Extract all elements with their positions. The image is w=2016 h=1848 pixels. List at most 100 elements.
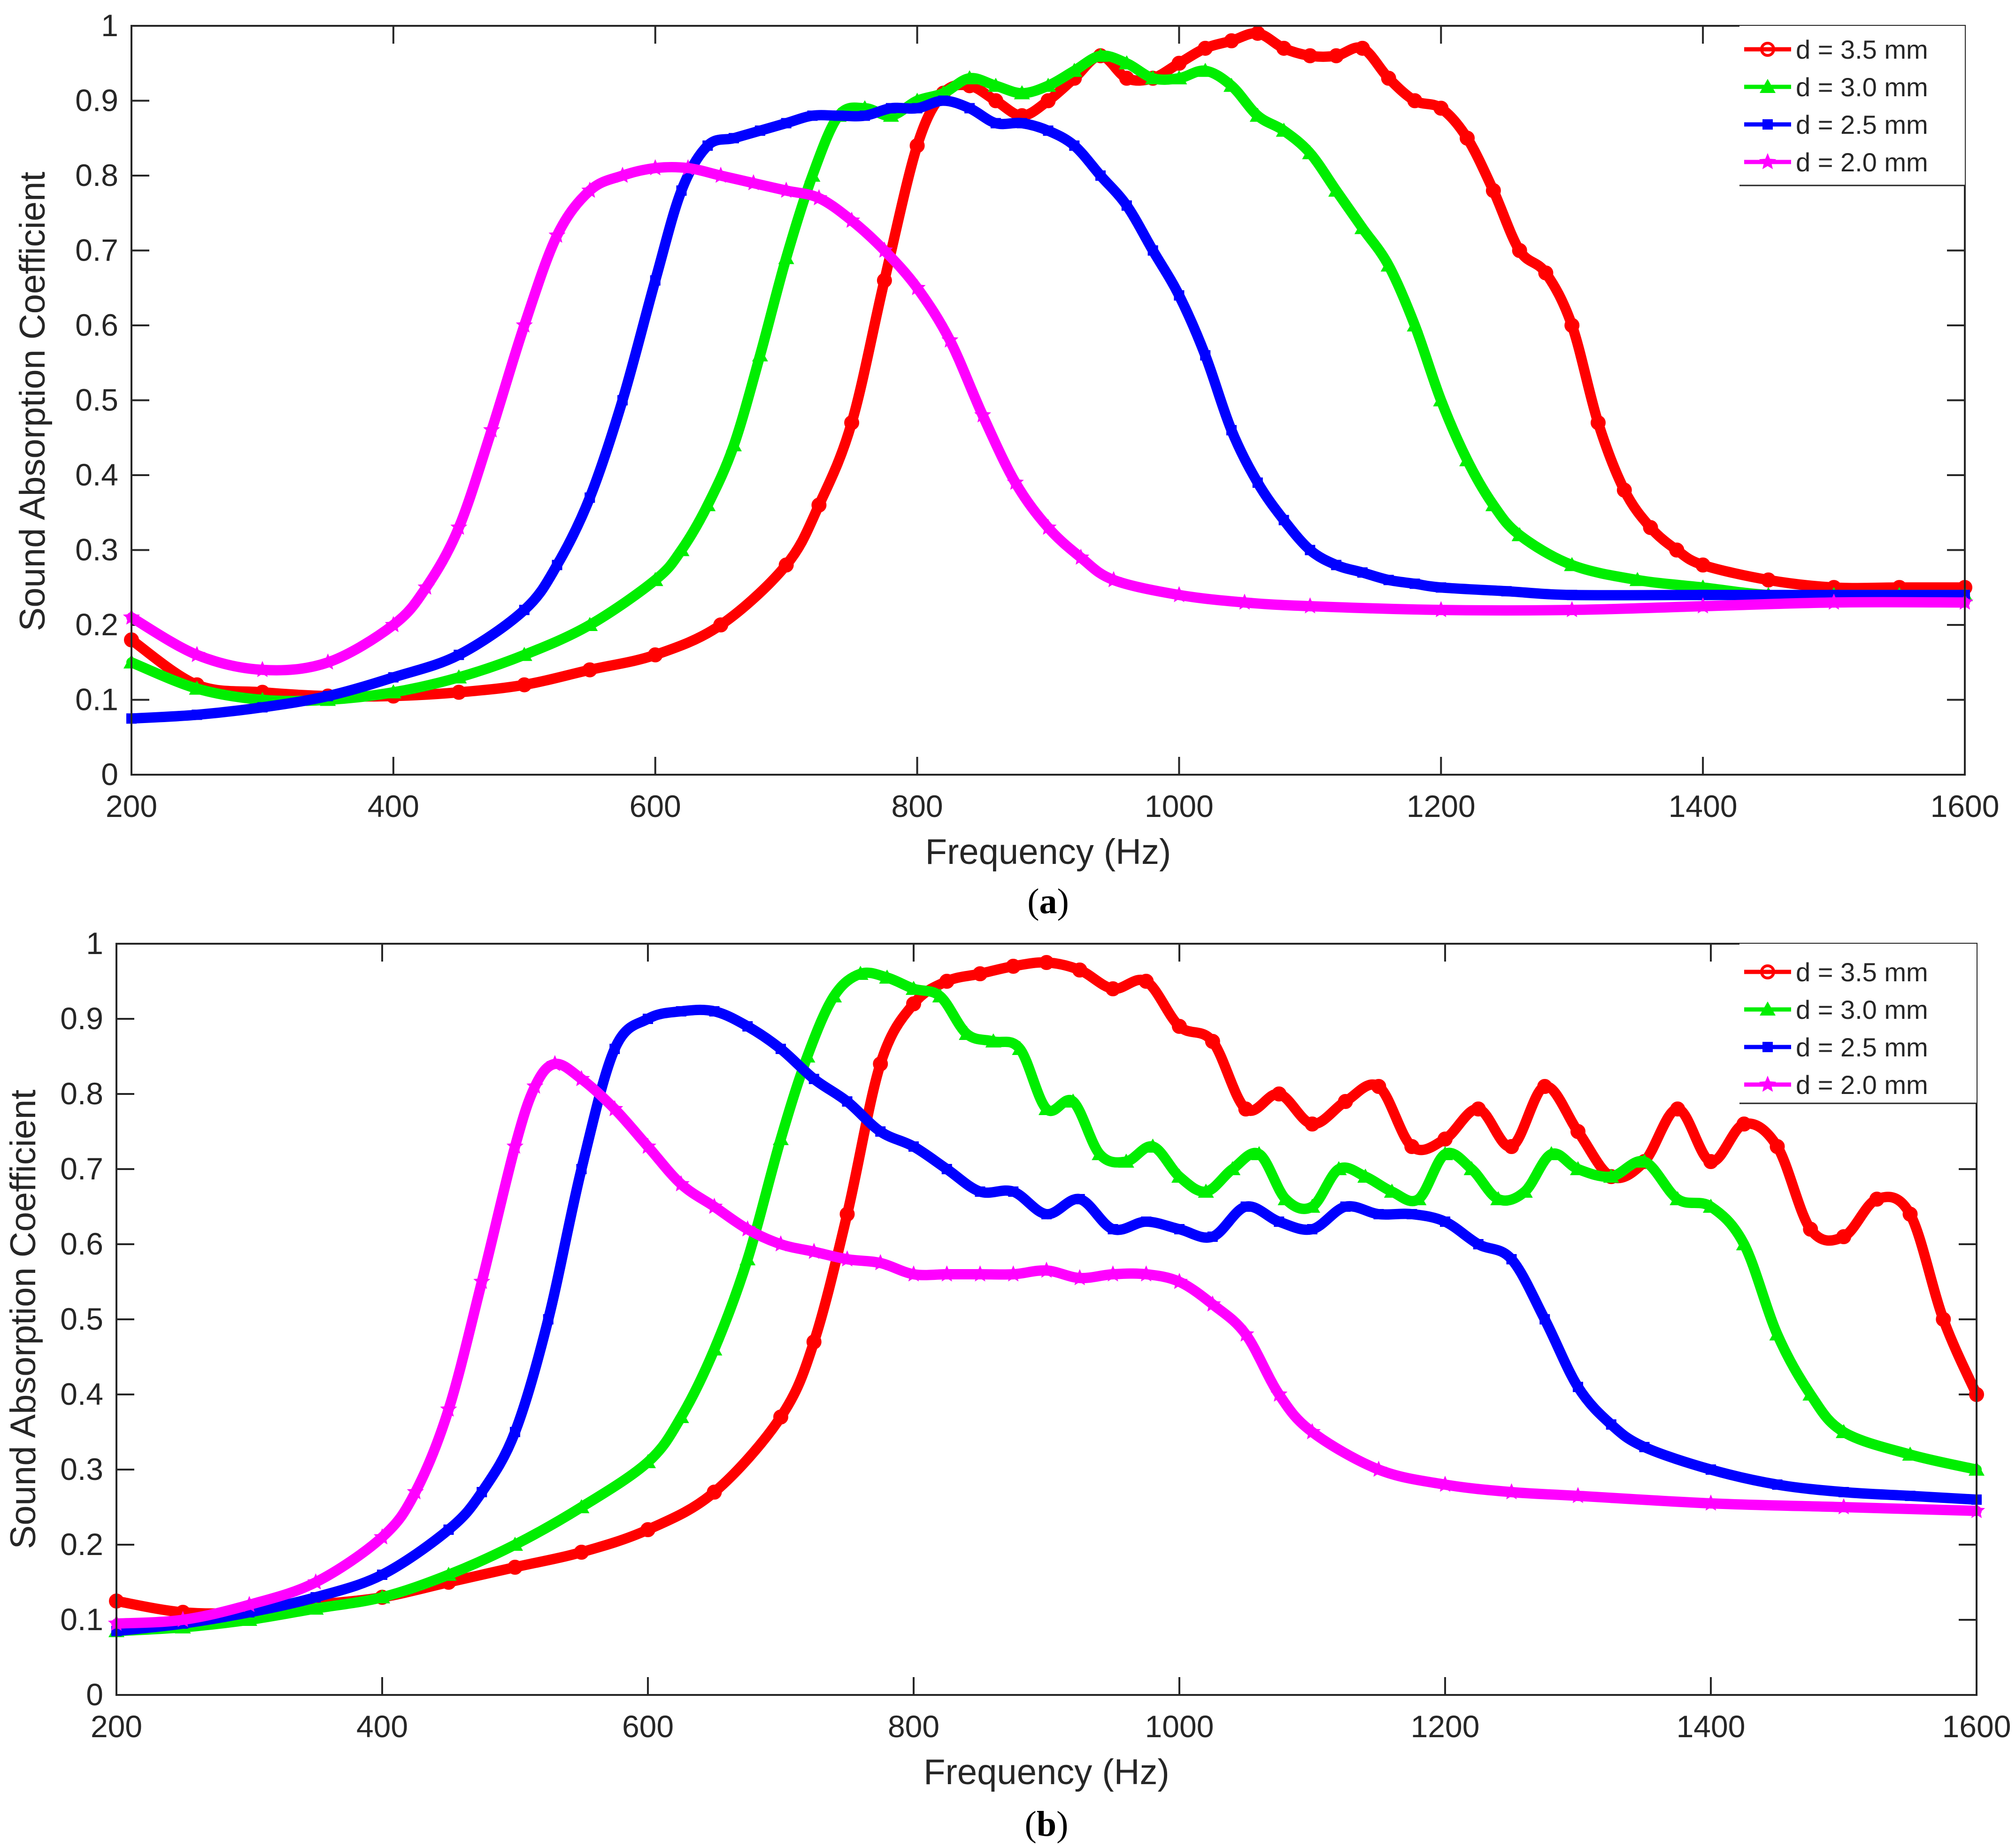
panel-b-series-1-point — [839, 1207, 855, 1222]
panel-b-series-2-point — [673, 1409, 689, 1423]
panel-b-series-2-point — [1145, 1139, 1161, 1153]
panel-a-caption: (a) — [1027, 882, 1069, 921]
panel-b-series-2-point — [1198, 1184, 1214, 1198]
panel-a-series-2-point — [1485, 497, 1501, 511]
panel-a-series-1-point — [1407, 93, 1423, 108]
panel-a-legend-entry-2: d = 3.0 mm — [1744, 72, 1928, 102]
panel-b-series-3-point — [1606, 1419, 1616, 1430]
panel-b-x-tick-label: 1400 — [1677, 1709, 1746, 1744]
panel-b-series-1-point — [707, 1485, 722, 1500]
panel-b-series-4-point — [1835, 1498, 1853, 1515]
panel-a-series-2-point — [582, 617, 598, 631]
panel-b-series-2-point — [799, 1048, 816, 1063]
panel-b-series-3-point — [1440, 1217, 1450, 1227]
panel-b-series-4-markers — [108, 1055, 1985, 1631]
panel-a-legend: d = 3.5 mm d = 3.0 mm d = 2.5 mm d = 2.0 mm — [1739, 26, 1965, 186]
panel-a-series-3-point — [454, 649, 464, 660]
panel-b-series-1-point — [1537, 1079, 1553, 1094]
panel-a-legend-box — [1739, 26, 1965, 185]
panel-b-series-1-point — [1172, 1019, 1187, 1034]
panel-a-series-2-point — [516, 647, 532, 661]
panel-b-axes-frame — [115, 943, 1978, 1696]
panel-a-series-2-point — [1118, 55, 1135, 69]
panel-b-y-tick-label: 1 — [86, 926, 103, 961]
panel-a-legend-swatch-marker — [1760, 42, 1775, 57]
panel-b-series-1-point — [1404, 1139, 1420, 1154]
panel-a-series-1-point — [1460, 131, 1475, 146]
panel-b-series-2-point — [1384, 1184, 1400, 1198]
panel-a-series-4-point — [1432, 601, 1450, 617]
panel-a-y-tick-label: 0.1 — [75, 682, 118, 717]
panel-a-series-2 — [123, 47, 1973, 707]
panel-b-series-1-point — [1836, 1229, 1851, 1244]
panel-a-x-tick-label: 1600 — [1931, 789, 2000, 824]
panel-b-series-1-point — [972, 966, 988, 981]
panel-b-series-2-point — [1570, 1161, 1586, 1175]
panel-b-series-3-point — [1772, 1479, 1783, 1490]
panel-b-series-3-point — [443, 1525, 454, 1535]
panel-b-legend: d = 3.5 mm d = 3.0 mm d = 2.5 mm d = 2.0 mm — [1739, 944, 1977, 1104]
panel-b-legend-entry-4: d = 2.0 mm — [1744, 1070, 1928, 1100]
panel-a-series-4-point — [712, 167, 730, 183]
panel-a-series-3-point — [388, 672, 399, 683]
panel-b-series-3-point — [1639, 1442, 1650, 1452]
panel-b-y-tick-label: 0.8 — [60, 1076, 103, 1111]
panel-a-series-3-point — [807, 110, 818, 121]
panel-b-series-1-point — [906, 996, 921, 1011]
panel-a-series-layer — [123, 25, 1974, 724]
panel-b-legend-swatch-marker — [1762, 1042, 1773, 1052]
panel-a-series-4-point — [876, 241, 893, 258]
panel-a-series-2-point — [647, 572, 663, 586]
panel-b-series-4-point — [1104, 1265, 1122, 1282]
panel-b-series-4-point — [1270, 1386, 1288, 1402]
panel-a-series-3-point — [964, 103, 975, 114]
panel-a-series-1-point — [1250, 25, 1265, 41]
panel-a-x-tick-label: 800 — [892, 789, 943, 824]
panel-b-legend-label: d = 3.0 mm — [1796, 995, 1928, 1024]
panel-a-series-2-point — [883, 108, 899, 122]
panel-b-legend-entry-3: d = 2.5 mm — [1744, 1032, 1928, 1062]
panel-b-series-3-point — [1473, 1239, 1484, 1249]
panel-b-series-2-point — [1902, 1447, 1918, 1461]
panel-a-series-2-point — [1380, 257, 1397, 272]
panel-a-series-3-point — [1357, 567, 1368, 578]
panel-b-series-2-point — [1516, 1184, 1533, 1198]
panel-b-series-3-point — [1839, 1487, 1849, 1497]
panel-a-series-1-point — [909, 138, 925, 154]
panel-b-series-2-point — [1331, 1161, 1347, 1175]
panel-b: 200 400 600 800 1000 1200 1400 1600 0 0.1 0.2 0.3 0.… — [3, 926, 2011, 1844]
panel-b-series-4-point — [938, 1265, 955, 1282]
panel-b-series-1-point — [574, 1545, 589, 1560]
panel-a-legend-swatch-marker — [1762, 119, 1773, 130]
panel-b-series-2-point — [1437, 1146, 1453, 1160]
panel-b-legend-label: d = 2.0 mm — [1796, 1070, 1928, 1100]
panel-b-series-3-point — [1307, 1224, 1317, 1234]
panel-b-y-tick-label: 0 — [86, 1677, 103, 1712]
panel-a-y-tick-label: 0.4 — [75, 457, 118, 492]
panel-b-series-1-point — [1039, 955, 1054, 970]
panel-b-series-3-point — [377, 1570, 387, 1580]
panel-b-series-2-point — [1736, 1236, 1752, 1250]
panel-b-series-4-point — [739, 1220, 756, 1237]
panel-a-series-4-point — [1563, 601, 1581, 617]
panel-b-legend-label: d = 2.5 mm — [1796, 1032, 1928, 1062]
panel-b-series-4-point — [872, 1254, 889, 1270]
panel-a-series-1-point — [1040, 93, 1056, 108]
panel-a-series-4-point — [1072, 548, 1090, 565]
panel-a-series-3-point — [519, 605, 530, 616]
panel-a-series-4-point — [516, 316, 533, 333]
panel-a-series-3-point — [1698, 590, 1708, 601]
panel-b-series-4-point — [1204, 1295, 1221, 1312]
panel-a-legend-swatch-marker — [1760, 79, 1776, 93]
panel-a-series-2-point — [1433, 392, 1449, 407]
panel-a-y-tick-label: 0.8 — [75, 158, 118, 192]
panel-b-series-2-point — [1118, 1154, 1134, 1168]
panel-b-series-3-point — [1207, 1232, 1218, 1242]
panel-b-series-3-point — [1506, 1254, 1517, 1264]
panel-b-series-3-point — [1174, 1224, 1185, 1234]
panel-b-series-4-point — [373, 1528, 391, 1545]
panel-a-series-3-point — [1200, 350, 1211, 361]
panel-a-series-2-point — [987, 77, 1004, 92]
